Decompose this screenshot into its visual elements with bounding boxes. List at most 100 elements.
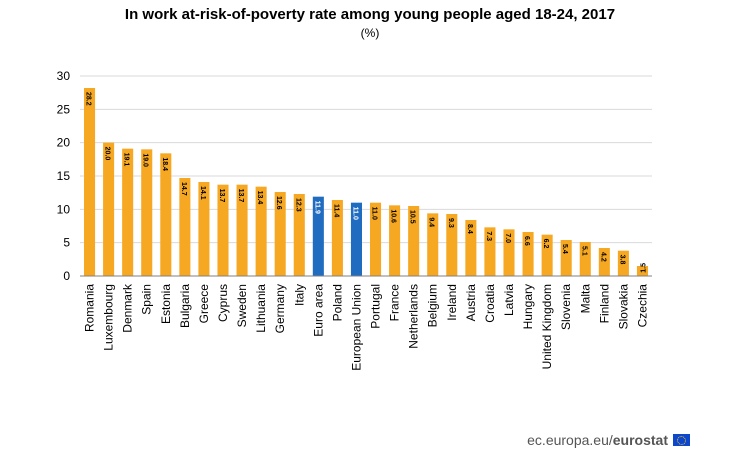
x-tick-label: United Kingdom (540, 284, 554, 369)
data-label: 18.4 (161, 157, 168, 171)
data-label: 3.8 (618, 255, 625, 265)
y-tick-label: 20 (57, 136, 71, 150)
x-tick-label: Croatia (483, 284, 497, 323)
bar-ireland (446, 214, 458, 276)
bar-czechia (636, 266, 648, 276)
x-tick-label: Luxembourg (102, 284, 116, 351)
data-label: 11.0 (371, 207, 378, 220)
data-label: 14.7 (180, 182, 187, 196)
y-tick-label: 15 (57, 169, 71, 183)
x-tick-label: Spain (140, 284, 154, 315)
y-tick-label: 0 (63, 269, 70, 283)
source-footer: ec.europa.eu/eurostat (527, 432, 690, 448)
x-tick-label: Germany (273, 284, 287, 333)
bars: 28.2 20.0 19.1 19.0 18.4 14.7 14.1 13.7 13.7 13.4… (84, 88, 648, 276)
data-label: 14.1 (199, 186, 206, 200)
bar-european-union (350, 202, 362, 276)
data-label: 28.2 (85, 92, 92, 106)
data-label: 13.4 (256, 191, 263, 205)
bar-germany (274, 192, 286, 276)
chart-title: In work at-risk-of-poverty rate among yo… (124, 6, 616, 23)
x-tick-label: Italy (292, 284, 306, 306)
data-label: 19.1 (123, 153, 130, 167)
x-tick-label: Austria (464, 284, 478, 322)
x-tick-label: Slovenia (559, 284, 573, 330)
x-tick-label: Estonia (159, 284, 173, 324)
data-label: 12.3 (294, 198, 301, 212)
data-label: 5.4 (561, 244, 568, 254)
bar-bulgaria (179, 178, 191, 276)
bar-estonia (160, 153, 172, 276)
bar-netherlands (408, 206, 420, 276)
bar-hungary (522, 232, 534, 276)
data-label: 10.5 (409, 210, 416, 224)
y-tick-label: 5 (63, 236, 70, 250)
y-axis: 0 5 10 15 20 25 30 (57, 69, 71, 283)
data-label: 9.4 (428, 217, 435, 227)
data-label: 11.4 (332, 204, 339, 217)
data-label: 6.6 (523, 236, 530, 246)
bar-italy (293, 194, 305, 276)
x-tick-label: Portugal (369, 284, 383, 329)
bar-sweden (236, 184, 248, 276)
x-tick-label: Cyprus (216, 284, 230, 322)
bar-france (389, 205, 401, 276)
y-tick-label: 10 (57, 202, 71, 216)
eu-flag-icon (673, 434, 690, 446)
bar-luxembourg (103, 142, 115, 276)
x-tick-label: European Union (349, 284, 363, 371)
bar-malta (579, 242, 591, 276)
x-axis: Romania Luxembourg Denmark Spain Estonia Bulg… (80, 275, 652, 371)
data-label: 20.0 (104, 147, 111, 161)
x-tick-label: Sweden (235, 284, 249, 327)
data-label: 11.9 (313, 201, 320, 214)
data-label: 13.7 (218, 189, 225, 203)
x-tick-label: Finland (597, 284, 611, 323)
x-tick-label: Denmark (121, 283, 135, 333)
data-label: 5.1 (580, 246, 587, 256)
x-tick-label: Czechia (635, 284, 649, 328)
data-label: 10.6 (390, 209, 397, 223)
data-label: 4.2 (599, 252, 606, 262)
data-label: 19.0 (142, 153, 149, 167)
bar-latvia (503, 229, 515, 276)
bar-portugal (370, 202, 382, 276)
data-label: 9.3 (447, 218, 454, 228)
x-tick-label: Hungary (521, 284, 535, 329)
bar-lithuania (255, 186, 267, 276)
bar-united-kingdom (541, 234, 553, 276)
x-tick-label: Ireland (445, 284, 459, 321)
data-label: 7.3 (485, 231, 492, 241)
source-url[interactable]: ec.europa.eu/eurostat (527, 432, 668, 448)
x-tick-label: Belgium (426, 284, 440, 327)
x-tick-label: Bulgaria (178, 284, 192, 328)
x-tick-label: Malta (578, 284, 592, 314)
data-label: 12.6 (275, 196, 282, 210)
x-tick-label: Poland (330, 284, 344, 321)
data-label: 13.7 (237, 189, 244, 203)
data-label: 7.0 (504, 233, 511, 243)
x-tick-label: Lithuania (254, 284, 268, 333)
x-tick-label: France (388, 284, 402, 322)
bar-euro-area (312, 196, 324, 276)
bar-cyprus (217, 184, 229, 276)
x-tick-label: Latvia (502, 284, 516, 316)
bar-greece (198, 182, 210, 276)
data-label: 6.2 (542, 239, 549, 249)
bar-slovakia (617, 250, 629, 276)
bar-poland (331, 200, 343, 276)
bar-belgium (427, 213, 439, 276)
data-label: 11.0 (351, 207, 358, 220)
x-tick-label: Slovakia (616, 284, 630, 330)
bar-finland (598, 248, 610, 276)
bar-croatia (484, 227, 496, 276)
y-tick-label: 30 (57, 69, 71, 83)
x-tick-label: Netherlands (407, 284, 421, 349)
bar-spain (141, 149, 153, 276)
data-label: 1.5 (640, 263, 647, 273)
data-label: 8.4 (466, 224, 473, 234)
x-tick-label: Greece (197, 284, 211, 324)
x-tick-label: Romania (83, 284, 97, 332)
bar-slovenia (560, 240, 572, 276)
